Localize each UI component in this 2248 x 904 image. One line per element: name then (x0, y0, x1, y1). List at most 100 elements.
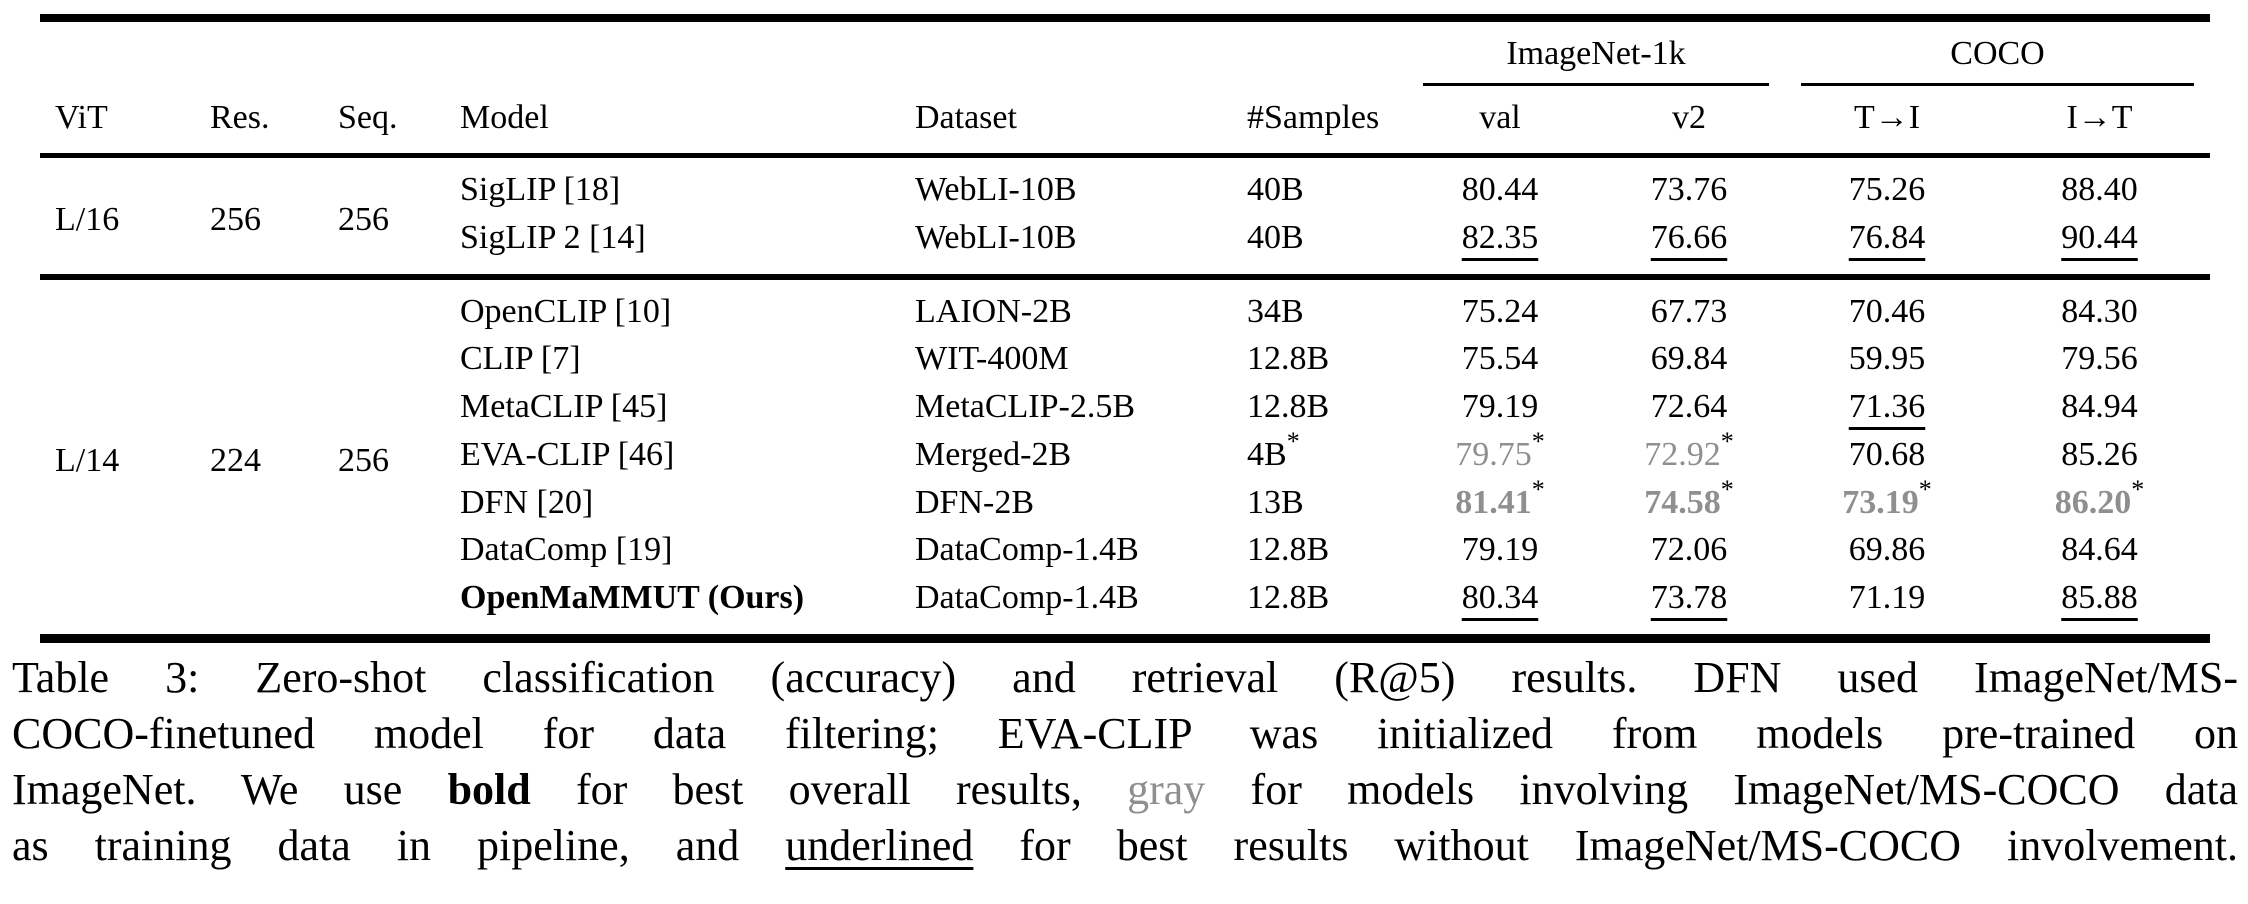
cell-coco-t2i: 73.19* (1785, 477, 1989, 527)
caption-line: COCO-finetuned model for data filtering;… (12, 706, 2238, 762)
cell-coco-i2t: 84.94 (1989, 383, 2210, 431)
cell-coco-i2t: 84.30 (1989, 273, 2210, 336)
metric-value: 79.75 (1455, 435, 1532, 473)
cell-samples: 12.8B (1235, 526, 1407, 574)
cell-seq: 256 (338, 201, 389, 239)
caption-text: for best overall results, (530, 765, 1128, 814)
cell-model: DFN [20] (460, 483, 594, 521)
metric-value: 90.44 (2061, 219, 2138, 257)
header-group-imagenet-label: ImageNet-1k (1506, 35, 1686, 72)
col-header-samples: #Samples (1235, 85, 1407, 159)
table-row: L/14 224 256 OpenCLIP [10] LAION-2B 34B 75.24 6… (40, 273, 2210, 639)
metric-value: 72.92 (1644, 435, 1721, 473)
col-header-dataset: Dataset (903, 85, 1235, 159)
cell-samples: 12.8B (1235, 335, 1407, 383)
footnote-star: * (2131, 475, 2145, 505)
header-columns-row: ViT Res. Seq. Model Dataset #Samples val… (40, 85, 2210, 159)
footnote-star: * (1720, 475, 1734, 505)
cell-vit: L/16 (55, 201, 120, 239)
metric-value: 72.64 (1650, 388, 1728, 426)
cell-model: EVA-CLIP [46] (460, 435, 675, 473)
cell-dataset: DFN-2B (915, 483, 1035, 521)
table-row: DFN [20] DFN-2B 13B 81.41* 74.58* 73.19* 86.20… (40, 477, 2210, 527)
metric-value: 80.44 (1461, 171, 1539, 209)
caption-text: for best results without ImageNet/MS-COC… (973, 821, 2238, 870)
cell-imagenet-v2: 72.06 (1593, 526, 1785, 574)
metric-value: 84.30 (2061, 292, 2138, 330)
footnote-star: * (1720, 427, 1734, 457)
cell-model: OpenCLIP [10] (448, 273, 903, 336)
cell-imagenet-v2: 74.58* (1593, 477, 1785, 527)
cell-imagenet-v2: 73.78 (1593, 574, 1785, 638)
table-row: DataComp [19] DataComp-1.4B 12.8B 79.19 72.0… (40, 526, 2210, 574)
cell-samples: 13B (1235, 479, 1407, 527)
cell-imagenet-val: 75.54 (1407, 335, 1593, 383)
cell-imagenet-v2: 73.76 (1593, 156, 1785, 214)
cell-imagenet-val: 79.19 (1407, 526, 1593, 574)
caption-text: as training data in pipeline, and (12, 821, 786, 870)
cell-coco-i2t: 85.26 (1989, 431, 2210, 479)
cell-model: DataComp [19] (460, 531, 673, 569)
cell-coco-i2t: 84.64 (1989, 526, 2210, 574)
metric-value: 13B (1247, 483, 1304, 521)
cell-dataset: WebLI-10B (915, 171, 1077, 209)
cell-dataset: MetaCLIP-2.5B (915, 388, 1136, 426)
metric-value: 12.8B (1247, 340, 1330, 378)
cell-imagenet-v2: 69.84 (1593, 335, 1785, 383)
col-header-i2t: I→T (1989, 85, 2210, 159)
header-group-spacer (40, 18, 1407, 86)
footnote-star: * (1531, 475, 1545, 505)
cell-imagenet-v2: 72.64 (1593, 383, 1785, 431)
caption-gray-text: gray (1127, 765, 1206, 814)
cell-coco-i2t: 85.88 (1989, 574, 2210, 638)
caption-text: ImageNet. We use (12, 765, 448, 814)
caption-line: as training data in pipeline, and underl… (12, 818, 2238, 874)
cell-coco-t2i: 71.36 (1785, 383, 1989, 431)
cell-coco-t2i: 76.84 (1785, 214, 1989, 277)
cell-dataset: DataComp-1.4B (915, 578, 1139, 616)
metric-value: 79.19 (1461, 531, 1539, 569)
cell-res: 224 (198, 273, 326, 639)
metric-value: 75.54 (1461, 340, 1539, 378)
metric-value: 70.68 (1848, 435, 1926, 473)
cell-imagenet-v2: 72.92* (1593, 429, 1785, 479)
header-group-imagenet: ImageNet-1k (1407, 18, 1785, 86)
metric-value: 79.56 (2061, 340, 2138, 378)
cell-samples: 12.8B (1235, 383, 1407, 431)
cell-dataset: DataComp-1.4B (915, 531, 1139, 569)
cell-res: 256 (210, 201, 261, 239)
caption-text: COCO-finetuned model for data filtering;… (12, 709, 2238, 758)
cell-imagenet-val: 81.41* (1407, 477, 1593, 527)
metric-value: 67.73 (1650, 292, 1728, 330)
metric-value: 73.76 (1650, 171, 1728, 209)
cell-coco-i2t: 88.40 (1989, 156, 2210, 214)
cell-samples: 4B* (1235, 429, 1407, 479)
metric-value: 76.66 (1650, 219, 1728, 257)
metric-value: 12.8B (1247, 388, 1330, 426)
cell-coco-t2i: 70.46 (1785, 273, 1989, 336)
metric-value: 40B (1247, 219, 1304, 257)
metric-value: 85.26 (2061, 435, 2138, 473)
metric-value: 73.19 (1842, 483, 1919, 521)
cell-model: CLIP [7] (460, 340, 581, 378)
cell-model: MetaCLIP [45] (460, 388, 668, 426)
cell-model: SigLIP 2 [14] (460, 219, 646, 257)
table-row: CLIP [7] WIT-400M 12.8B 75.54 69.84 59.95 79.5… (40, 335, 2210, 383)
cell-coco-t2i: 71.19 (1785, 574, 1989, 638)
metric-value: 34B (1247, 292, 1304, 330)
cell-imagenet-val: 79.75* (1407, 429, 1593, 479)
metric-value: 80.34 (1461, 578, 1539, 616)
col-header-seq: Seq. (326, 85, 448, 159)
cell-model: SigLIP [18] (460, 171, 621, 209)
metric-value: 73.78 (1650, 578, 1728, 616)
cell-imagenet-val: 82.35 (1407, 214, 1593, 277)
caption-line: Table 3: Zero-shot classification (accur… (12, 650, 2238, 706)
caption-line: ImageNet. We use bold for best overall r… (12, 762, 2238, 818)
metric-value: 71.19 (1848, 578, 1926, 616)
footnote-star: * (1286, 427, 1300, 457)
header-group-coco-label: COCO (1950, 35, 2045, 72)
cell-dataset: Merged-2B (915, 435, 1072, 473)
metric-value: 79.19 (1461, 388, 1539, 426)
cell-coco-i2t: 86.20* (1989, 477, 2210, 527)
